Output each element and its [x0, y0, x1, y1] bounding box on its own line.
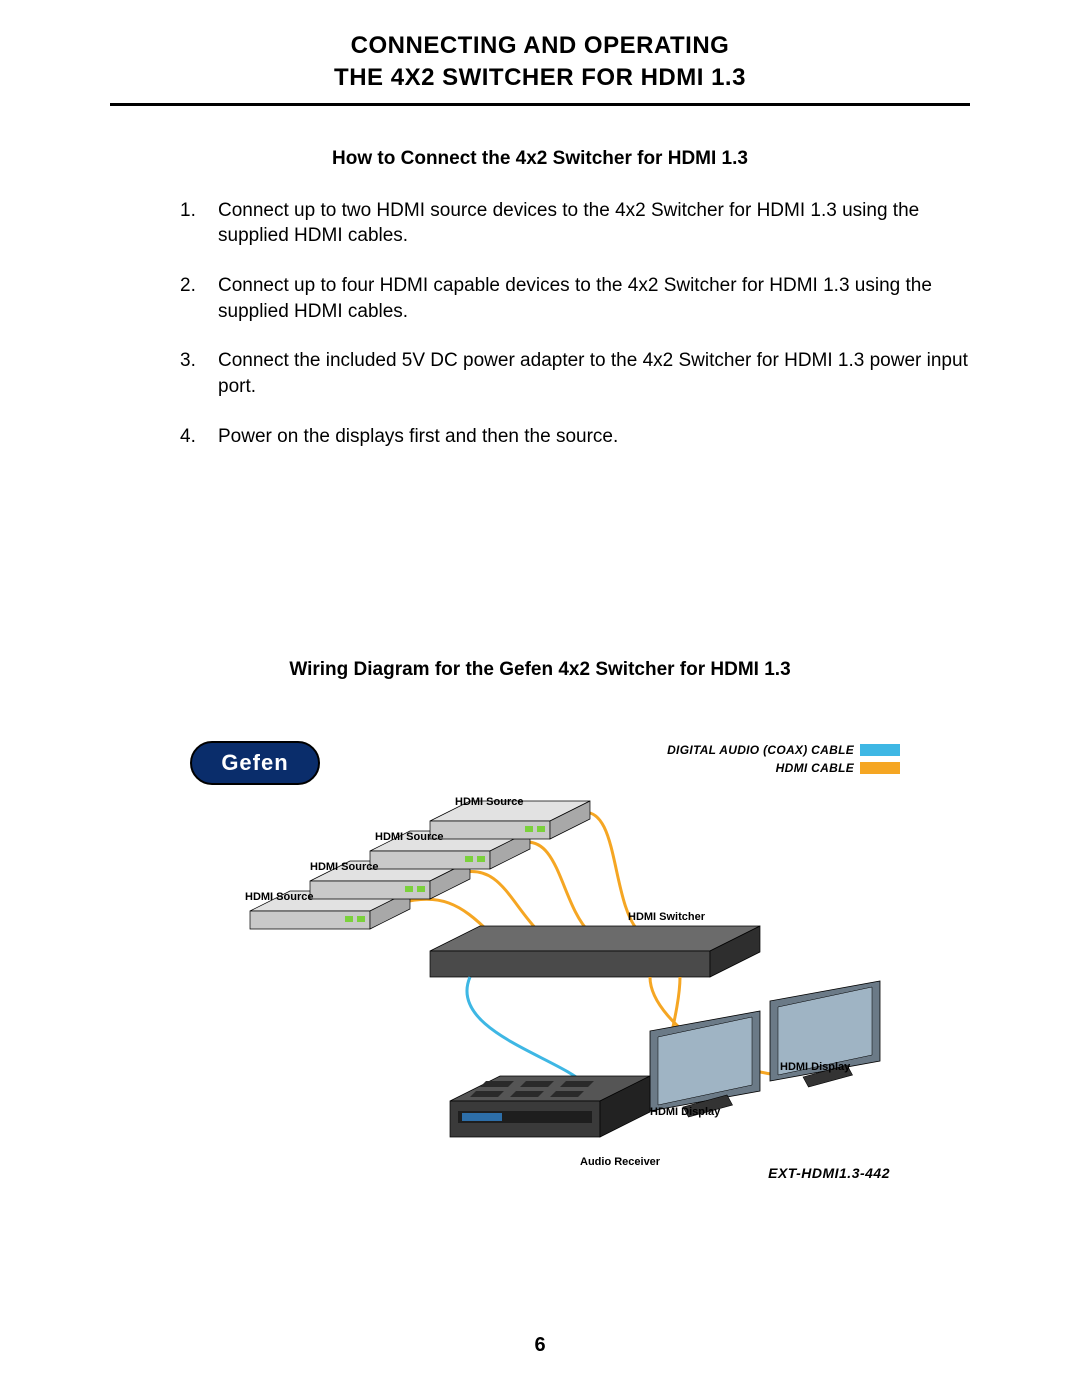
model-number: EXT-HDMI1.3-442: [768, 1165, 890, 1181]
step-item: Connect up to two HDMI source devices to…: [180, 198, 970, 249]
wiring-diagram-heading: Wiring Diagram for the Gefen 4x2 Switche…: [110, 659, 970, 681]
diagram-label: Audio Receiver: [580, 1156, 660, 1168]
diagram-label: HDMI Display: [650, 1106, 720, 1118]
how-to-connect-heading: How to Connect the 4x2 Switcher for HDMI…: [110, 148, 970, 170]
diagram-label: HDMI Source: [310, 861, 378, 873]
diagram-label: HDMI Display: [780, 1061, 850, 1073]
wiring-diagram: Gefen DIGITAL AUDIO (COAX) CABLE HDMI CA…: [180, 741, 900, 1181]
diagram-label: HDMI Source: [455, 796, 523, 808]
title-line-1: CONNECTING AND OPERATING: [351, 32, 730, 59]
diagram-label: HDMI Source: [245, 891, 313, 903]
page-number: 6: [0, 1334, 1080, 1357]
diagram-svg: [180, 741, 900, 1181]
title-line-2: THE 4X2 SWITCHER FOR HDMI 1.3: [334, 64, 746, 91]
diagram-label: HDMI Source: [375, 831, 443, 843]
step-item: Connect up to four HDMI capable devices …: [180, 273, 970, 324]
step-item: Connect the included 5V DC power adapter…: [180, 348, 970, 399]
step-item: Power on the displays first and then the…: [180, 424, 970, 450]
steps-list: Connect up to two HDMI source devices to…: [110, 198, 970, 449]
diagram-label: HDMI Switcher: [628, 911, 705, 923]
page-title: CONNECTING AND OPERATING THE 4X2 SWITCHE…: [110, 30, 970, 106]
